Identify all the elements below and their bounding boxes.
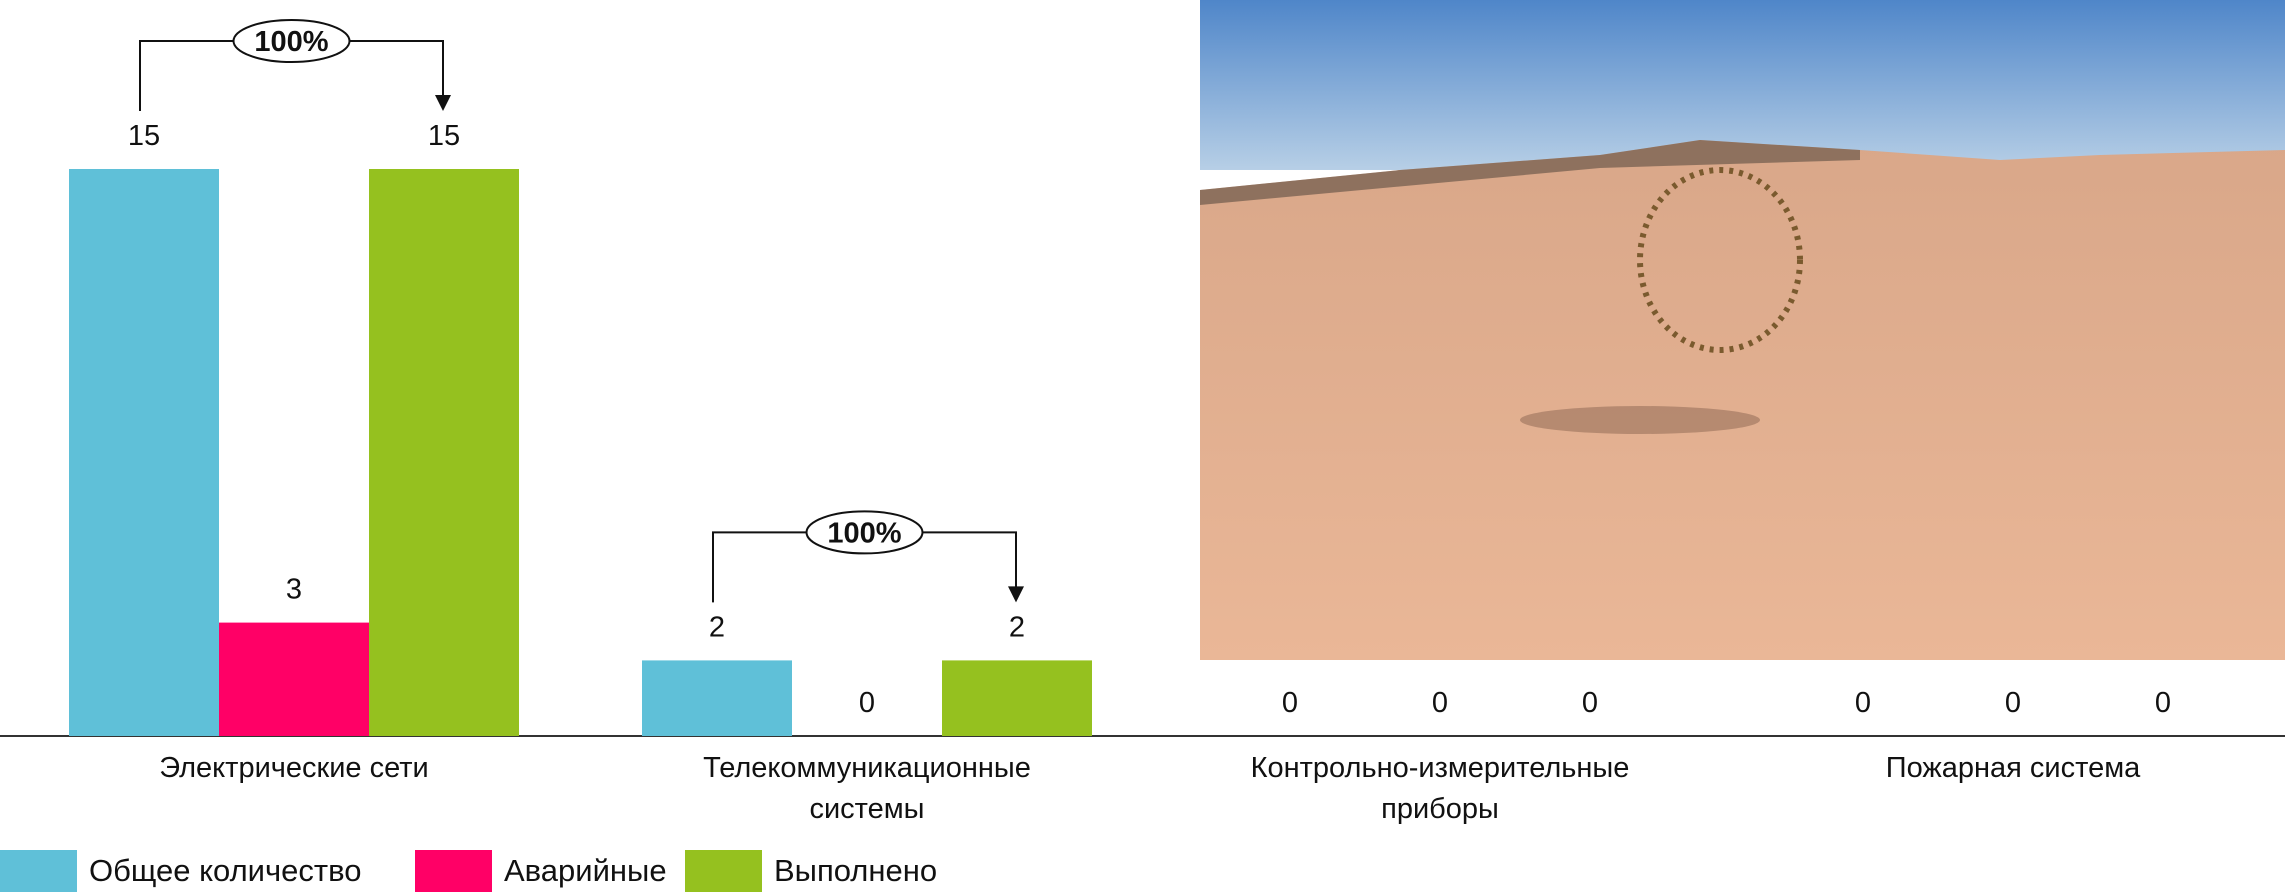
legend-label: Общее количество [89,853,361,889]
annotation: 100% [254,26,328,58]
bar [942,660,1092,736]
x-tick-label: Телекоммуникационные системы [677,748,1057,830]
value-label: 2 [709,611,725,643]
bar [219,623,369,736]
value-label: 0 [1282,687,1298,719]
value-label: 3 [286,574,302,606]
legend-swatch [685,850,762,892]
arrow-head [435,95,451,111]
value-label: 15 [428,120,460,152]
x-tick-label: Электрические сети [104,748,484,789]
value-label: 0 [1855,687,1871,719]
annotation: 100% [827,517,901,549]
x-tick-label: Пожарная система [1823,748,2203,789]
value-label: 15 [128,120,160,152]
page: 15 3 15 2 0 2 0 0 0 0 0 0 100% 100% Электрические сет… [0,0,2285,892]
arrow-head [1008,586,1024,602]
legend-swatch [0,850,77,892]
value-label: 0 [859,687,875,719]
bar [642,660,792,736]
x-tick-label: Контрольно-измерительные приборы [1250,748,1630,830]
desert-photo [1200,0,2285,660]
bar [69,169,219,736]
value-label: 0 [2155,687,2171,719]
value-label: 0 [1432,687,1448,719]
value-label: 2 [1009,611,1025,643]
legend-label: Аварийные [504,853,667,889]
legend-swatch [415,850,492,892]
value-label: 0 [2005,687,2021,719]
legend-label: Выполнено [774,853,937,889]
bar [369,169,519,736]
value-label: 0 [1582,687,1598,719]
